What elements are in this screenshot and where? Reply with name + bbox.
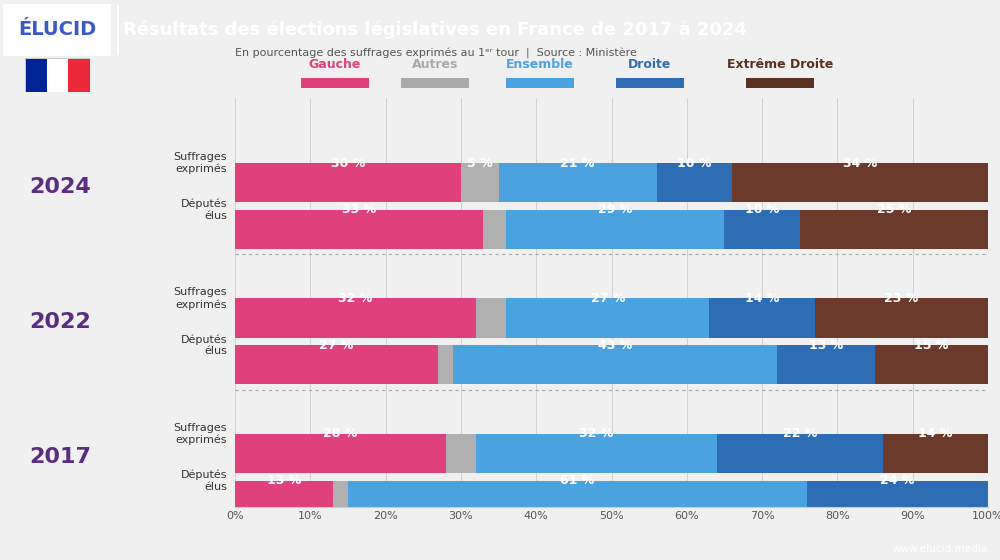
Text: Ensemble: Ensemble (506, 58, 574, 71)
Text: 24 %: 24 % (880, 474, 915, 487)
Bar (746, 78, 814, 88)
Text: 2024: 2024 (30, 176, 91, 197)
Text: Députés
élus: Députés élus (180, 470, 227, 492)
Text: Gauche: Gauche (309, 58, 361, 71)
Text: Autres: Autres (412, 58, 458, 71)
Bar (483, 210, 506, 249)
Bar (235, 481, 333, 520)
Text: En pourcentage des suffrages exprimés au 1ᵉʳ tour  |  Source : Ministère: En pourcentage des suffrages exprimés au… (235, 48, 637, 59)
Text: 13 %: 13 % (267, 474, 301, 487)
Text: 27 %: 27 % (319, 339, 354, 352)
Text: 43 %: 43 % (598, 339, 632, 352)
Bar (348, 481, 807, 520)
Text: 21 %: 21 % (560, 157, 595, 170)
Text: 14 %: 14 % (745, 292, 779, 305)
Bar (25, 58, 47, 92)
Bar (47, 58, 68, 92)
Text: Députés
élus: Députés élus (180, 334, 227, 356)
Text: 5 %: 5 % (467, 157, 493, 170)
Bar (476, 434, 717, 473)
Bar (657, 163, 732, 202)
Text: 2017: 2017 (30, 447, 92, 468)
Bar (461, 163, 499, 202)
Text: 25 %: 25 % (877, 203, 911, 217)
Text: 10 %: 10 % (745, 203, 779, 217)
Text: Extrême Droite: Extrême Droite (727, 58, 833, 71)
Text: 15 %: 15 % (914, 339, 949, 352)
Bar (616, 78, 684, 88)
Text: Droite: Droite (628, 58, 672, 71)
Text: Suffrages
exprimés: Suffrages exprimés (174, 423, 227, 445)
Bar (717, 434, 883, 473)
Bar (724, 210, 800, 249)
Bar (506, 210, 724, 249)
Text: 14 %: 14 % (918, 427, 952, 440)
Text: 30 %: 30 % (331, 157, 365, 170)
Bar (875, 346, 988, 384)
Text: 29 %: 29 % (598, 203, 632, 217)
Bar (333, 481, 348, 520)
Bar (235, 163, 461, 202)
Bar (506, 78, 574, 88)
Bar (438, 346, 453, 384)
Bar (807, 481, 988, 520)
Bar (883, 434, 988, 473)
Bar (732, 163, 988, 202)
Bar (815, 298, 988, 338)
Bar (988, 481, 1000, 520)
Text: 22 %: 22 % (783, 427, 817, 440)
Bar (476, 298, 506, 338)
Bar (235, 210, 483, 249)
Text: 32 %: 32 % (338, 292, 373, 305)
Text: ÉLUCID: ÉLUCID (18, 21, 96, 39)
Text: 33 %: 33 % (342, 203, 376, 217)
Bar (68, 58, 90, 92)
Bar (453, 346, 777, 384)
Text: 23 %: 23 % (884, 292, 919, 305)
Bar (301, 78, 369, 88)
FancyBboxPatch shape (3, 3, 111, 57)
Text: Députés
élus: Députés élus (180, 199, 227, 221)
Text: 28 %: 28 % (323, 427, 358, 440)
Bar (499, 163, 657, 202)
Bar (777, 346, 875, 384)
Text: 32 %: 32 % (579, 427, 614, 440)
Text: www.elucid.media: www.elucid.media (893, 544, 988, 554)
Text: 61 %: 61 % (560, 474, 595, 487)
Bar (709, 298, 815, 338)
Bar (235, 434, 446, 473)
Text: 2022: 2022 (30, 312, 91, 332)
Bar (235, 298, 476, 338)
Text: 27 %: 27 % (591, 292, 625, 305)
Bar (235, 346, 438, 384)
Text: Suffrages
exprimés: Suffrages exprimés (174, 152, 227, 174)
Text: Résultats des élections législatives en France de 2017 à 2024: Résultats des élections législatives en … (123, 21, 747, 39)
Bar (446, 434, 476, 473)
Text: Suffrages
exprimés: Suffrages exprimés (174, 287, 227, 310)
Text: 10 %: 10 % (677, 157, 712, 170)
Bar (800, 210, 988, 249)
Bar (401, 78, 469, 88)
Bar (506, 298, 709, 338)
Text: 34 %: 34 % (843, 157, 877, 170)
Text: 13 %: 13 % (809, 339, 843, 352)
